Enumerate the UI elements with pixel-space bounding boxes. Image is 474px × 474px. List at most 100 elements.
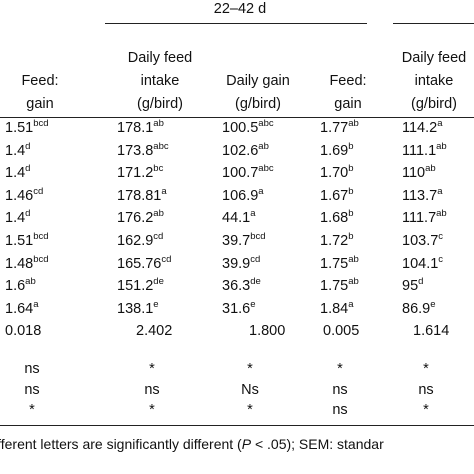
cell-value: 100.5 [222, 120, 259, 136]
column-header: Daily feed [401, 50, 467, 66]
cell-value: 44.1 [222, 210, 251, 227]
cell-superscript: a [348, 298, 354, 310]
cell: 114.2a [402, 118, 443, 136]
group-rule [105, 23, 367, 24]
cell-value: 1.69 [320, 142, 349, 159]
cell-superscript: cd [161, 253, 172, 265]
cell-value: 95 [402, 278, 419, 295]
cell-superscript: bcd [33, 118, 49, 129]
sem-value: 1.614 [413, 323, 450, 340]
cell: 1.64a [5, 300, 39, 317]
cell-superscript: bcd [250, 231, 266, 242]
cell-superscript: de [250, 276, 261, 288]
sem-value: 1.800 [249, 323, 286, 340]
cell: 1.46cd [5, 185, 44, 204]
cell-value: 102.6 [222, 142, 259, 159]
cell-superscript: a [437, 185, 443, 197]
cell-value: 39.9 [222, 255, 251, 272]
cell-value: 113.7 [402, 187, 438, 204]
significance: * [247, 361, 253, 377]
cell-superscript: ab [425, 163, 436, 175]
cell-value: 1.51 [5, 120, 34, 136]
cell: 1.70b [320, 163, 354, 182]
cell-value: 178.81 [117, 187, 162, 204]
cell-superscript: c [438, 231, 444, 242]
cell-superscript: a [258, 185, 264, 197]
cell: 102.6ab [222, 141, 269, 159]
cell: 1.6ab [5, 277, 36, 294]
cell: 111.1ab [402, 141, 447, 159]
cell-superscript: d [25, 208, 31, 220]
cell: 1.4d [5, 163, 31, 182]
cell-value: 1.4 [5, 165, 26, 182]
cell-superscript: e [430, 298, 436, 310]
cell-superscript: ab [153, 208, 164, 220]
cell-value: 1.46 [5, 187, 34, 204]
footnote-text: < .05); SEM: standar [251, 436, 384, 452]
cell-value: 1.70 [320, 165, 349, 182]
column-header: Daily feed [127, 50, 193, 66]
footnote: ifferent letters are significantly diffe… [0, 437, 384, 451]
cell: 36.3de [222, 276, 261, 295]
bottom-rule [0, 425, 474, 426]
cell: 1.75ab [320, 276, 359, 294]
cell-superscript: e [153, 298, 159, 310]
cell-superscript: c [438, 253, 444, 265]
cell-value: 1.77 [320, 120, 349, 136]
cell: 39.9cd [222, 254, 260, 272]
cell: 165.76cd [117, 253, 172, 272]
cell: 1.4d [5, 208, 31, 226]
cell-superscript: d [25, 140, 31, 152]
cell: 104.1c [402, 253, 444, 272]
column-header: gain [26, 96, 54, 112]
cell: 173.8abc [117, 140, 169, 159]
cell-superscript: abc [153, 140, 169, 152]
cell-superscript: cd [33, 185, 44, 197]
footnote-text: P [241, 436, 252, 452]
cell: 106.9a [222, 185, 264, 204]
cell: 171.2bc [117, 164, 163, 181]
cell: 1.51bcd [5, 231, 49, 249]
cell: 95d [402, 277, 423, 295]
group-header: 22–42 d [213, 1, 267, 17]
cell-superscript: a [250, 208, 256, 220]
cell-value: 36.3 [222, 278, 251, 295]
cell: 44.1a [222, 208, 256, 227]
header-rule [0, 117, 474, 118]
cell-superscript: d [25, 163, 31, 175]
cell-value: 1.4 [5, 142, 26, 159]
cell-superscript: b [348, 140, 354, 152]
cell: 178.1ab [117, 119, 164, 136]
cell: 31.6e [222, 300, 256, 317]
cell: 1.77ab [320, 119, 359, 136]
column-header: intake [414, 73, 454, 89]
cell-value: 173.8 [117, 142, 154, 159]
cell-superscript: a [161, 185, 167, 197]
cell: 103.7c [402, 231, 444, 249]
cell-superscript: ab [348, 276, 359, 288]
column-header: (g/bird) [235, 96, 281, 112]
cell-superscript: a [437, 118, 443, 129]
footnote-text: ifferent letters are significantly diffe… [0, 436, 242, 452]
significance: ns [418, 381, 434, 398]
cell-value: 1.51 [5, 233, 34, 249]
cell-value: 176.2 [117, 210, 154, 227]
cell: 1.68b [320, 209, 354, 226]
cell-value: 31.6 [222, 300, 251, 317]
cell-superscript: b [348, 163, 354, 175]
cell-superscript: ab [348, 253, 359, 265]
cell: 1.84a [320, 298, 354, 317]
cell: 1.75ab [320, 253, 359, 272]
cell-value: 151.2 [117, 278, 154, 295]
cell: 176.2ab [117, 208, 164, 227]
cell-value: 100.7 [222, 165, 259, 182]
cell: 1.4d [5, 140, 31, 159]
cell-superscript: bcd [33, 231, 49, 242]
cell-value: 111.1 [402, 142, 437, 159]
cell-value: 104.1 [402, 255, 439, 272]
sem-value: 2.402 [136, 323, 173, 340]
cell: 1.72b [320, 232, 354, 249]
cell-value: 165.76 [117, 255, 162, 272]
significance: * [247, 402, 253, 418]
cell: 39.7bcd [222, 231, 266, 249]
